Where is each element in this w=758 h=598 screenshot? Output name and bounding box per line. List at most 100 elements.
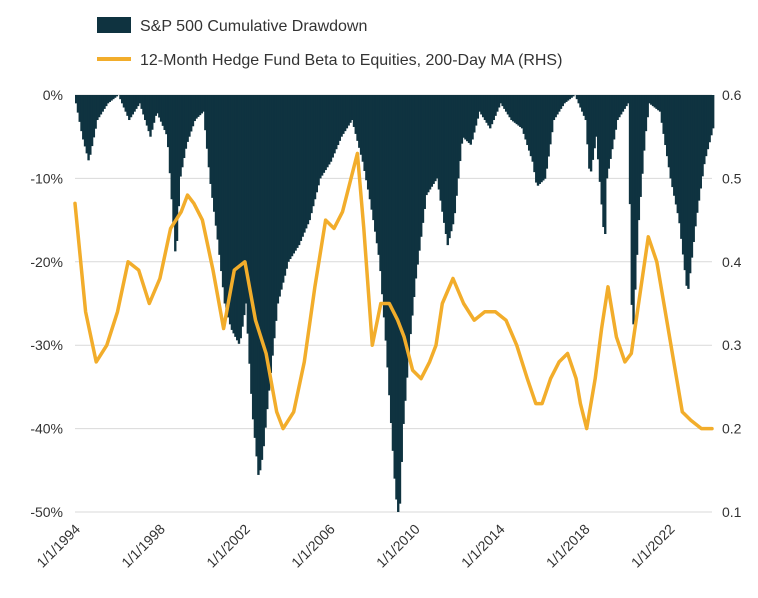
drawdown-bar bbox=[704, 95, 708, 157]
drawdown-bar bbox=[474, 95, 478, 126]
drawdown-bar bbox=[308, 95, 311, 221]
drawdown-bar bbox=[572, 95, 575, 97]
drawdown-bar bbox=[566, 95, 570, 101]
drawdown-bar bbox=[336, 95, 340, 146]
drawdown-bar bbox=[678, 95, 681, 224]
drawdown-bar bbox=[83, 95, 87, 147]
drawdown-bar bbox=[628, 95, 632, 205]
drawdown-bar bbox=[425, 95, 428, 196]
drawdown-bar bbox=[503, 95, 506, 109]
beta-line-layer bbox=[73, 151, 714, 431]
drawdown-bar bbox=[80, 95, 83, 132]
drawdown-bar bbox=[434, 95, 437, 182]
drawdown-bar bbox=[664, 95, 667, 146]
drawdown-bar bbox=[142, 95, 145, 115]
drawdown-bar bbox=[214, 95, 218, 226]
drawdown-bar bbox=[328, 95, 331, 165]
right-axis-tick-labels: 0.6 0.5 0.4 0.3 0.2 0.1 bbox=[722, 87, 742, 520]
drawdown-bar bbox=[273, 95, 276, 339]
left-tick-label-3: -30% bbox=[30, 337, 63, 353]
drawdown-bar bbox=[485, 95, 488, 123]
drawdown-bar bbox=[282, 95, 285, 283]
drawdown-bar bbox=[397, 95, 400, 512]
drawdown-bar bbox=[612, 95, 616, 140]
drawdown-bar bbox=[619, 95, 623, 115]
drawdown-bar bbox=[685, 95, 688, 286]
drawdown-bar bbox=[432, 95, 435, 184]
drawdown-bar bbox=[708, 95, 711, 143]
drawdown-bar bbox=[276, 95, 280, 304]
drawdown-bar bbox=[420, 95, 423, 237]
drawdown-bar bbox=[658, 95, 662, 112]
drawdown-bar bbox=[179, 95, 182, 177]
drawdown-bar bbox=[547, 95, 550, 157]
drawdown-bar bbox=[480, 95, 483, 115]
drawdown-bar bbox=[133, 95, 136, 112]
drawdown-bar bbox=[274, 95, 278, 321]
drawdown-bar bbox=[198, 95, 202, 116]
drawdown-bar bbox=[232, 95, 235, 334]
drawdown-bar bbox=[361, 95, 365, 162]
drawdown-bar bbox=[366, 95, 370, 190]
drawdown-bar bbox=[96, 95, 99, 121]
drawdown-bar bbox=[607, 95, 610, 169]
drawdown-bar bbox=[145, 95, 149, 126]
drawdown-bar bbox=[605, 95, 609, 179]
drawdown-bar bbox=[641, 95, 644, 174]
drawdown-bar bbox=[306, 95, 310, 225]
drawdown-bar bbox=[87, 95, 90, 161]
drawdown-bar bbox=[110, 95, 113, 101]
drawdown-bar bbox=[487, 95, 490, 126]
drawdown-bar bbox=[706, 95, 710, 150]
drawdown-bar bbox=[455, 95, 458, 196]
drawdown-bar bbox=[131, 95, 134, 115]
drawdown-bar bbox=[266, 95, 269, 410]
drawdown-bar bbox=[517, 95, 520, 126]
left-tick-label-5: -50% bbox=[30, 504, 63, 520]
drawdown-bar bbox=[349, 95, 352, 123]
drawdown-bar bbox=[565, 95, 568, 102]
drawdown-bar bbox=[218, 95, 221, 255]
x-tick-label-5: 1/1/2014 bbox=[458, 521, 508, 571]
drawdown-bar bbox=[570, 95, 573, 98]
drawdown-bar bbox=[579, 95, 582, 108]
drawdown-bar bbox=[515, 95, 518, 125]
drawdown-bar bbox=[92, 95, 96, 138]
drawdown-bar bbox=[540, 95, 543, 183]
right-tick-label-3: 0.3 bbox=[722, 337, 742, 353]
drawdown-bar bbox=[335, 95, 338, 150]
drawdown-bar bbox=[147, 95, 150, 132]
drawdown-bar bbox=[82, 95, 85, 140]
drawdown-bar bbox=[190, 95, 193, 132]
drawdown-bar bbox=[542, 95, 545, 181]
drawdown-bar bbox=[591, 95, 595, 160]
drawdown-bar bbox=[99, 95, 103, 115]
right-tick-label-2: 0.4 bbox=[722, 254, 742, 270]
x-tick-label-7: 1/1/2022 bbox=[628, 521, 678, 571]
drawdown-bar bbox=[340, 95, 343, 137]
drawdown-bar bbox=[76, 95, 80, 113]
legend-swatch-drawdown bbox=[97, 17, 131, 33]
drawdown-bar bbox=[103, 95, 106, 109]
drawdown-bar bbox=[674, 95, 678, 205]
drawdown-bar bbox=[221, 95, 225, 288]
drawdown-bar bbox=[363, 95, 366, 171]
drawdown-bar bbox=[616, 95, 619, 121]
drawdown-bar bbox=[246, 95, 250, 334]
legend-label-drawdown: S&P 500 Cumulative Drawdown bbox=[140, 18, 367, 35]
drawdown-bar bbox=[630, 95, 633, 305]
drawdown-bar bbox=[552, 95, 556, 121]
drawdown-bar bbox=[259, 95, 262, 471]
drawdown-bar bbox=[584, 95, 587, 121]
drawdown-bar bbox=[549, 95, 552, 145]
drawdown-bar bbox=[618, 95, 621, 118]
drawdown-bar bbox=[347, 95, 350, 126]
drawdown-bar bbox=[159, 95, 163, 122]
drawdown-bar bbox=[561, 95, 564, 107]
drawdown-bar bbox=[333, 95, 336, 154]
x-axis-tick-labels: 1/1/1994 1/1/1998 1/1/2002 1/1/2006 1/1/2010… bbox=[33, 521, 678, 571]
drawdown-bar bbox=[197, 95, 200, 117]
drawdown-bar bbox=[604, 95, 607, 234]
drawdown-bar bbox=[602, 95, 605, 228]
drawdown-bar bbox=[165, 95, 168, 135]
